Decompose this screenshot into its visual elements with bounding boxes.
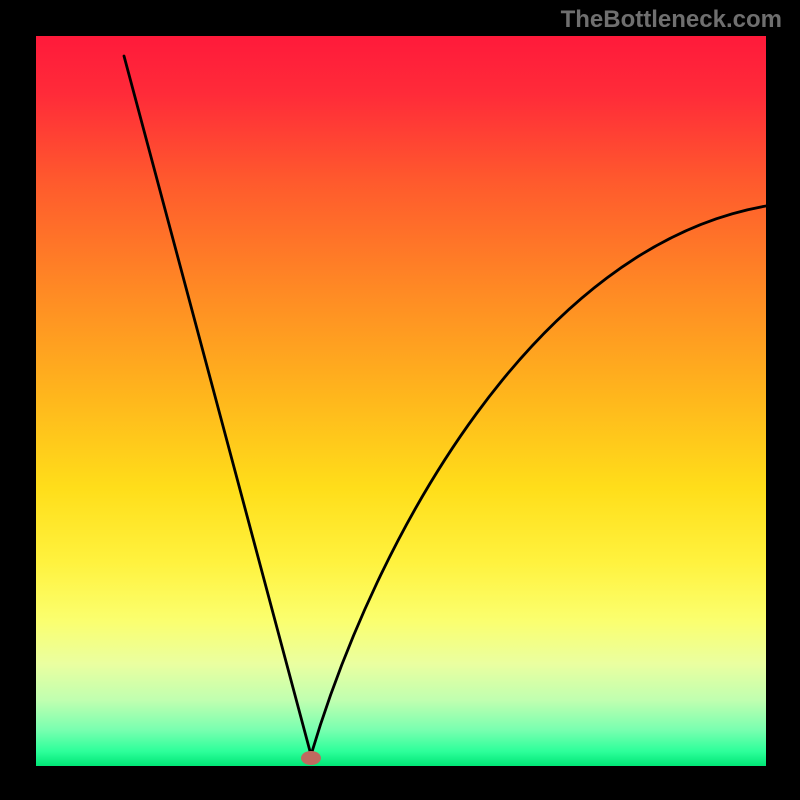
watermark-label: TheBottleneck.com bbox=[561, 6, 782, 34]
curve-layer bbox=[36, 36, 766, 766]
chart-container: TheBottleneck.com bbox=[0, 0, 800, 800]
bottleneck-curve bbox=[124, 56, 766, 755]
vertex-marker bbox=[301, 751, 321, 765]
